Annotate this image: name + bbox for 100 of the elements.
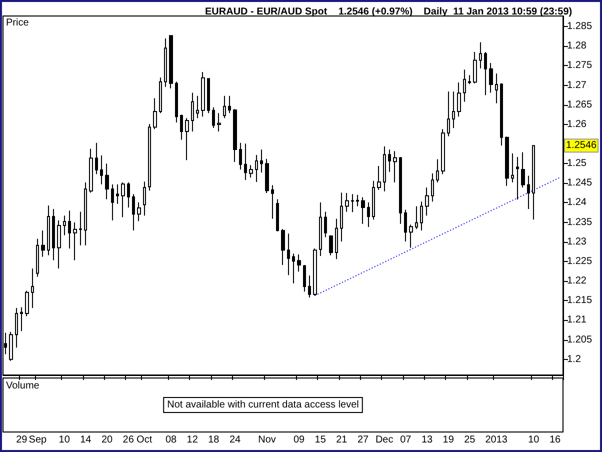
x-tick-label: 29 [16, 434, 28, 446]
candlestick [116, 184, 119, 204]
y-tick-label: 1.25 [567, 158, 587, 170]
candlestick [15, 308, 18, 348]
text: Volume [6, 380, 40, 392]
candlestick [47, 204, 50, 256]
x-tick-label: 2013 [485, 434, 508, 446]
x-tick-label: 09 [293, 434, 305, 446]
candlestick [84, 182, 87, 246]
candlestick [148, 124, 151, 192]
y-tick-label: 1.275 [567, 60, 592, 72]
y-tick-label: 1.26 [567, 118, 587, 130]
candlestick [121, 182, 125, 218]
x-tick-label: Sep [28, 434, 47, 446]
candlestick [68, 210, 71, 250]
candlestick [372, 180, 375, 220]
candlestick [457, 82, 461, 118]
y-tick-label: 1.245 [567, 178, 592, 189]
y-tick-label: 1.23 [567, 236, 587, 248]
candlestick [473, 52, 477, 84]
candlestick [383, 146, 386, 192]
candlestick [233, 108, 237, 163]
candlestick [452, 91, 455, 128]
text: Not available with current data access level [167, 400, 359, 410]
candlestick [79, 211, 82, 246]
candlestick [441, 128, 445, 175]
candlestick [95, 142, 98, 175]
candlestick [212, 106, 215, 128]
x-tick-label: 10 [58, 434, 70, 446]
candlestick [479, 42, 482, 69]
candlestick [201, 71, 205, 118]
candlestick [244, 143, 247, 181]
y-tick-label: 1.24 [567, 197, 587, 208]
y-tick-label: 1.22 [567, 276, 587, 287]
candlestick [287, 233, 290, 276]
candlestick [89, 148, 93, 194]
candlestick [463, 69, 466, 102]
x-tick-label: Oct [136, 434, 152, 446]
candlestick [404, 209, 407, 242]
candlestick [447, 91, 450, 137]
y-tick-label: 1.21 [567, 314, 587, 326]
candlestick [292, 253, 295, 284]
x-tick-label: 18 [208, 434, 220, 446]
chart-title: EURAUD - EUR/AUD Spot 1.2546 (+0.97%) Daily 11 Jan 2013 10:59 (23:59) [205, 6, 572, 18]
candlestick [409, 224, 413, 248]
candlestick [196, 95, 199, 119]
candlestick [191, 92, 194, 132]
candlestick [436, 158, 439, 183]
y-tick-label: 1.215 [567, 295, 592, 306]
x-tick-label: 24 [229, 434, 241, 446]
y-tick-label: 1.27 [567, 80, 587, 91]
candlestick [313, 248, 317, 296]
candlestick [399, 156, 402, 224]
y-tick-label: 1.28 [567, 40, 587, 52]
candlestick [361, 196, 365, 224]
candlestick [303, 264, 306, 292]
candlestick [351, 194, 354, 213]
candlestick [20, 306, 23, 332]
annotation: 1.2546 [566, 140, 598, 152]
candlestick [100, 154, 103, 185]
candlestick [260, 149, 263, 174]
x-tick-label: 12 [186, 434, 198, 446]
candlestick [495, 73, 498, 104]
y-tick-label: 1.225 [567, 256, 592, 267]
candlestick [153, 98, 157, 130]
candlestick [228, 95, 231, 114]
candlestick [308, 275, 311, 298]
candlestick [41, 230, 45, 258]
candlestick [164, 38, 167, 88]
candlestick [31, 268, 34, 309]
x-tick-label: 15 [314, 434, 326, 446]
candlestick [169, 34, 173, 89]
candlestick [239, 142, 242, 170]
y-tick-label: 1.205 [567, 334, 592, 346]
candlestick [255, 154, 258, 182]
candlestick [521, 152, 525, 188]
candlestick [500, 82, 503, 146]
candlestick [249, 164, 253, 178]
x-tick-label: 26 [122, 434, 134, 446]
candlestick [9, 331, 13, 362]
y-axis-title: Price [6, 18, 30, 28]
candlestick [345, 192, 349, 212]
candlestick [356, 194, 359, 207]
candlestick [143, 181, 146, 216]
x-tick-label: 14 [80, 434, 92, 446]
candlestick [137, 202, 141, 222]
candlestick [132, 194, 135, 232]
candlestick [265, 158, 269, 194]
y-tick-label: 1.235 [567, 216, 592, 228]
x-tick-label: 20 [101, 434, 113, 446]
candlestick [468, 74, 471, 85]
candlestick [185, 118, 189, 161]
candlestick [340, 192, 343, 242]
candlestick [297, 254, 301, 272]
candlestick [281, 228, 285, 266]
candlestick [159, 76, 162, 114]
candlestick [415, 206, 418, 230]
candlestick [511, 152, 514, 183]
candlestick [217, 112, 221, 132]
candlestick [329, 234, 333, 256]
